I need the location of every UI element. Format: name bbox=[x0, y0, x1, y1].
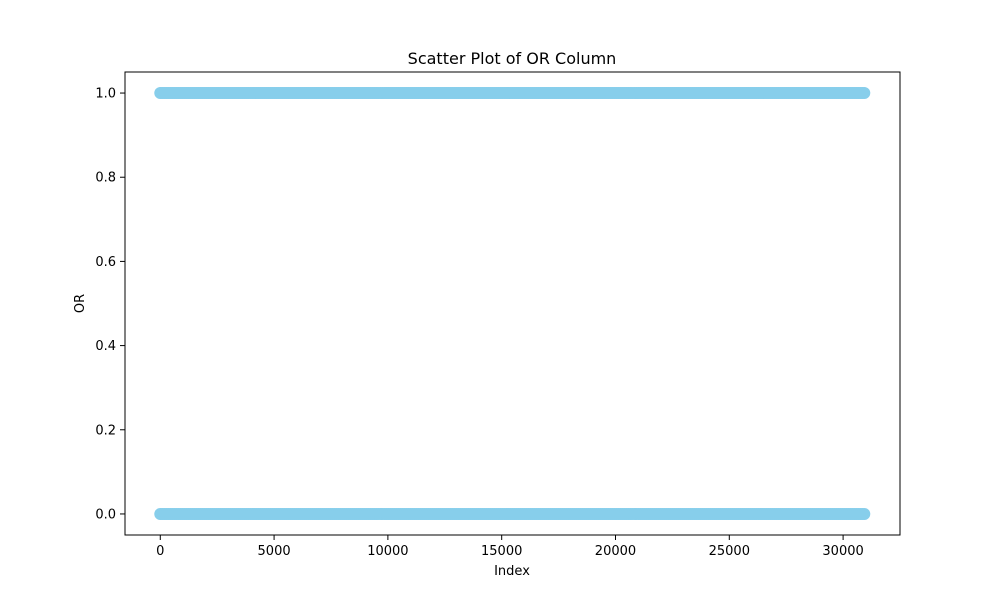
data-points bbox=[154, 87, 871, 520]
plot-area-frame bbox=[124, 71, 901, 536]
chart-title: Scatter Plot of OR Column bbox=[408, 49, 617, 68]
y-axis-ticks: 0.0 0.2 0.4 0.6 0.8 1.0 bbox=[95, 87, 125, 522]
y-tick-label: 0.8 bbox=[95, 171, 116, 186]
data-point bbox=[858, 507, 871, 520]
data-point bbox=[858, 87, 871, 100]
x-tick-label: 20000 bbox=[595, 544, 636, 559]
y-tick-label: 0.0 bbox=[95, 507, 116, 522]
x-axis-label: Index bbox=[494, 564, 530, 579]
x-tick-label: 25000 bbox=[709, 544, 750, 559]
x-tick-label: 5000 bbox=[258, 544, 291, 559]
y-tick-label: 1.0 bbox=[95, 87, 116, 102]
x-axis-ticks: 0 5000 10000 15000 20000 25000 30000 bbox=[156, 535, 864, 559]
y-tick-label: 0.4 bbox=[95, 339, 116, 354]
y-axis-label: OR bbox=[73, 294, 88, 313]
x-tick-label: 0 bbox=[156, 544, 164, 559]
x-tick-label: 10000 bbox=[367, 544, 408, 559]
x-tick-label: 30000 bbox=[822, 544, 863, 559]
y-tick-label: 0.6 bbox=[95, 255, 116, 270]
y-tick-label: 0.2 bbox=[95, 423, 116, 438]
x-tick-label: 15000 bbox=[481, 544, 522, 559]
